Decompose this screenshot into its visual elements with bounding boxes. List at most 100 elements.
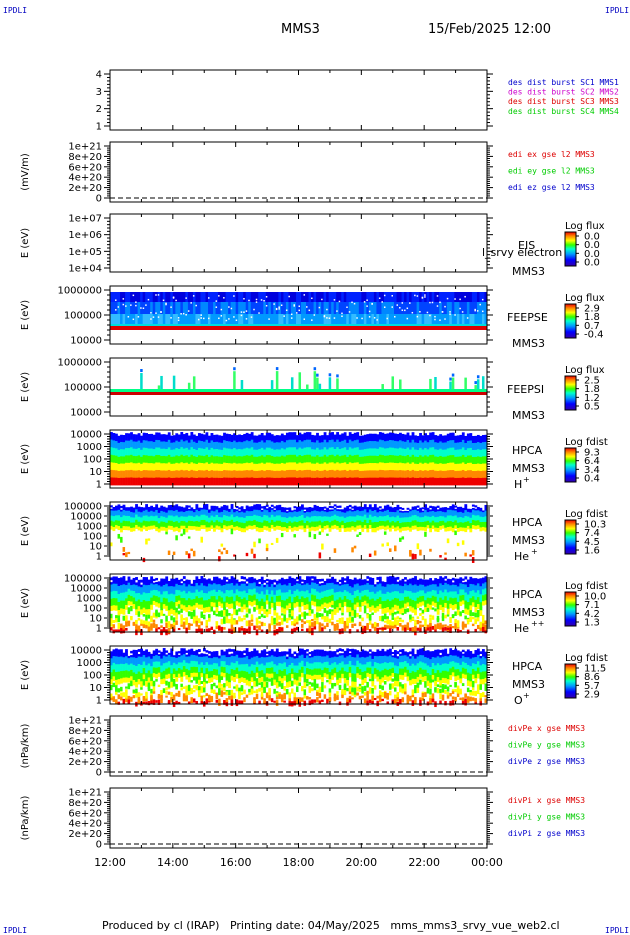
heatmap-cell [412,481,415,485]
heatmap-cell [130,447,133,451]
heatmap-cell [462,481,465,485]
heatmap-cell [123,442,126,446]
heatmap-cell [133,452,136,456]
heatmap-cell [281,470,284,474]
heatmap-cell [228,318,230,320]
heatmap-cell [153,453,156,457]
heatmap-cell [477,439,480,443]
heatmap-cell [429,466,432,470]
heatmap-cell [228,452,231,456]
heatmap-cell [379,462,382,466]
heatmap-cell [178,435,181,439]
heatmap-cell [271,441,274,445]
heatmap-cell [356,462,359,466]
heatmap-cell [356,466,359,470]
heatmap-cell [231,435,234,439]
heatmap-cell [364,456,367,460]
heatmap-cell [331,451,334,455]
heatmap-cell [472,460,475,464]
heatmap-cell [155,451,158,455]
heatmap-cell [447,463,450,467]
heatmap-cell [261,440,264,444]
heatmap-cell [226,478,229,482]
heatmap-cell [253,527,256,529]
heatmap-cell [200,314,202,316]
heatmap-cell [251,436,254,440]
heatmap-cell [369,456,372,460]
heatmap-cell [185,481,188,485]
heatmap-cell [173,467,176,471]
heatmap-cell [326,534,329,536]
heatmap-cell [286,530,289,532]
heatmap-cell [273,453,276,457]
heatmap-cell [379,443,382,447]
heatmap-cell [198,440,201,444]
heatmap-cell [301,449,304,453]
heatmap-cell [286,433,289,437]
heatmap-cell [246,470,249,474]
heatmap-cell [477,460,480,464]
heatmap-cell [359,478,362,482]
heatmap-cell [434,439,437,443]
heatmap-cell [482,376,485,389]
heatmap-cell [163,300,165,302]
heatmap-cell [276,446,279,450]
heatmap-cell [211,463,214,467]
heatmap-cell [482,464,485,468]
heatmap-cell [391,451,394,455]
heatmap-cell [402,445,405,449]
heatmap-cell [457,442,460,446]
heatmap-cell [479,436,482,440]
y-tick-label: 100000 [64,311,102,322]
heatmap-cell [444,446,447,450]
heatmap-cell [454,474,457,478]
heatmap-cell [474,446,477,450]
heatmap-cell [402,467,405,471]
heatmap-cell [231,442,234,446]
heatmap-cell [226,320,228,322]
heatmap-cell [467,445,470,449]
heatmap-cell [369,463,372,467]
heatmap-cell [170,439,173,443]
heatmap-cell [447,448,450,452]
heatmap-cell [391,455,394,459]
heatmap-cell [329,466,332,470]
heatmap-cell [221,309,223,311]
heatmap-cell [351,463,354,467]
heatmap-cell [123,435,126,439]
heatmap-cell [256,299,257,301]
heatmap-cell [399,436,402,440]
heatmap-cell [404,445,407,449]
heatmap-cell [233,444,236,448]
heatmap-cell [175,529,178,531]
heatmap-cell [268,463,271,467]
heatmap-cell [200,441,203,445]
heatmap-cell [299,306,301,308]
heatmap-cell [188,446,191,450]
heatmap-cell [419,474,422,478]
legend-entry: des dist burst SC2 MMS2 [508,88,619,97]
heatmap-cell [329,377,332,389]
heatmap-cell [381,544,384,547]
heatmap-cell [113,433,116,437]
heatmap-cell [118,471,121,475]
heatmap-cell [193,528,196,530]
heatmap-cell [356,477,359,481]
heatmap-cell [158,316,160,318]
heatmap-cell [464,296,466,298]
heatmap-cell [414,439,417,443]
heatmap-cell [384,434,387,438]
heatmap-cell [160,452,163,456]
heatmap-cell [135,474,138,478]
heatmap-cell [437,457,440,461]
heatmap-cell [155,474,158,478]
heatmap-cell [283,460,286,464]
heatmap-cell [427,460,430,464]
heatmap-cell [140,439,143,443]
heatmap-cell [404,467,407,471]
heatmap-cell [281,456,284,460]
heatmap-cell [394,452,397,456]
heatmap-cell [432,432,435,436]
heatmap-cell [248,448,251,452]
heatmap-cell [412,447,415,451]
